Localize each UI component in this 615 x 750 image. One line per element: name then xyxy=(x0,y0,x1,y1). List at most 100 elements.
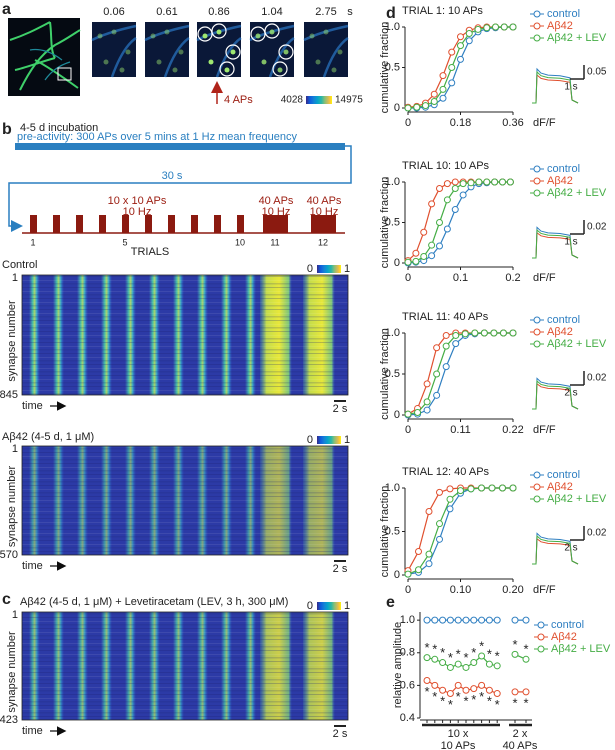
data-point xyxy=(446,690,454,698)
y-axis-label: synapse number xyxy=(6,300,18,382)
y-tick-label: 1.0 xyxy=(385,21,400,33)
bouton xyxy=(309,33,315,39)
group-label: 40 APs xyxy=(503,740,538,750)
panel-label: a xyxy=(2,1,11,18)
data-point xyxy=(446,485,454,493)
data-point xyxy=(491,178,499,186)
group-label: 2 x xyxy=(513,728,528,740)
data-point xyxy=(499,329,507,337)
protocol-label: 10 Hz xyxy=(262,206,291,218)
series-line xyxy=(426,655,498,669)
data-point xyxy=(439,686,447,694)
data-point xyxy=(436,184,443,192)
data-point xyxy=(446,663,454,671)
trial-box xyxy=(122,215,129,233)
data-point xyxy=(436,219,443,226)
bouton xyxy=(323,29,329,35)
colorbar xyxy=(317,602,341,610)
legend-marker xyxy=(533,316,541,324)
roi-circle xyxy=(219,61,235,77)
data-point xyxy=(511,688,519,696)
legend-label: control xyxy=(547,469,580,481)
heatmap-frame xyxy=(21,611,349,721)
legend-marker xyxy=(533,495,541,503)
data-point xyxy=(522,688,530,696)
data-point xyxy=(483,178,491,186)
x-axis-label: dF/F xyxy=(533,272,556,284)
bouton xyxy=(331,67,337,73)
trial-box xyxy=(53,215,60,233)
frames: 0.06 0.61 0.86 1.04 2.75 xyxy=(91,6,349,78)
y-tick-label: 0.8 xyxy=(400,647,415,659)
trial-number: 5 xyxy=(122,237,127,247)
colorbar-max: 1 xyxy=(344,263,350,275)
y-top-label: 1 xyxy=(12,609,18,621)
significance-mark: * xyxy=(512,695,517,710)
bouton xyxy=(178,49,184,55)
heatmap-group: Aβ42 (4-5 d, 1 μM) + Levetiracetam (LEV,… xyxy=(0,596,350,740)
inset-scale-x-label: 2 s xyxy=(564,543,577,554)
roi-circle xyxy=(225,44,241,60)
data-point xyxy=(412,257,420,265)
panel-label: c xyxy=(2,591,11,608)
data-point xyxy=(465,37,473,45)
data-point xyxy=(436,535,443,543)
heatmap-title: Control xyxy=(2,259,37,271)
data-point xyxy=(404,410,412,418)
data-point xyxy=(442,331,450,339)
data-point xyxy=(436,242,443,250)
y-bottom-label: 570 xyxy=(0,549,18,561)
significance-mark: * xyxy=(424,684,429,699)
bouton xyxy=(208,59,214,65)
trial-box xyxy=(191,215,198,233)
data-point xyxy=(485,686,493,694)
heatmap-texture xyxy=(22,612,348,720)
trial-box xyxy=(168,215,175,233)
significance-mark: * xyxy=(471,692,476,707)
legend-label: Aβ42 + LEV xyxy=(547,32,607,44)
legend-marker xyxy=(533,189,541,197)
series-line xyxy=(407,181,511,263)
y-tick-label: 0 xyxy=(394,257,400,269)
colorbar xyxy=(317,265,341,273)
roi-box xyxy=(57,67,72,81)
y-top-label: 1 xyxy=(12,272,18,284)
data-point xyxy=(475,178,483,186)
legend-marker xyxy=(533,328,541,336)
inset-trace xyxy=(532,380,579,410)
time-unit: s xyxy=(347,6,353,18)
y-tick-label: 0.5 xyxy=(385,61,400,73)
legend-label: Aβ42 xyxy=(547,326,573,338)
heatmap-frame xyxy=(21,274,349,396)
significance-mark: * xyxy=(440,645,445,660)
data-point xyxy=(459,180,467,188)
data-point xyxy=(448,79,456,87)
legend-label: control xyxy=(547,8,580,20)
amplitude-chart: relative amplitude 0.4 0.6 0.8 1.0 10 x10 APs… xyxy=(392,612,611,750)
data-point xyxy=(470,616,478,624)
bouton xyxy=(283,49,289,55)
data-point xyxy=(522,616,530,624)
heatmap-title: Aβ42 (4-5 d, 1 μM) + Levetiracetam (LEV,… xyxy=(20,596,288,608)
roi-circle xyxy=(264,23,280,39)
pre-activity-bar xyxy=(15,143,345,150)
data-point xyxy=(439,94,447,102)
significance-mark: * xyxy=(495,697,500,712)
data-point xyxy=(499,178,506,186)
time-label: time xyxy=(22,725,43,737)
data-point xyxy=(457,55,464,63)
legend-label: Aβ42 xyxy=(547,175,573,187)
trials-label: TRIALS xyxy=(131,246,170,258)
overview-image xyxy=(8,18,81,96)
colorbar xyxy=(317,436,341,444)
data-point xyxy=(420,228,428,236)
legend-marker xyxy=(533,483,541,491)
group-label: 10 APs xyxy=(441,740,476,750)
data-point xyxy=(511,616,519,624)
legend-marker xyxy=(533,34,541,42)
group-label: 10 x xyxy=(448,728,469,740)
data-point xyxy=(483,24,491,32)
